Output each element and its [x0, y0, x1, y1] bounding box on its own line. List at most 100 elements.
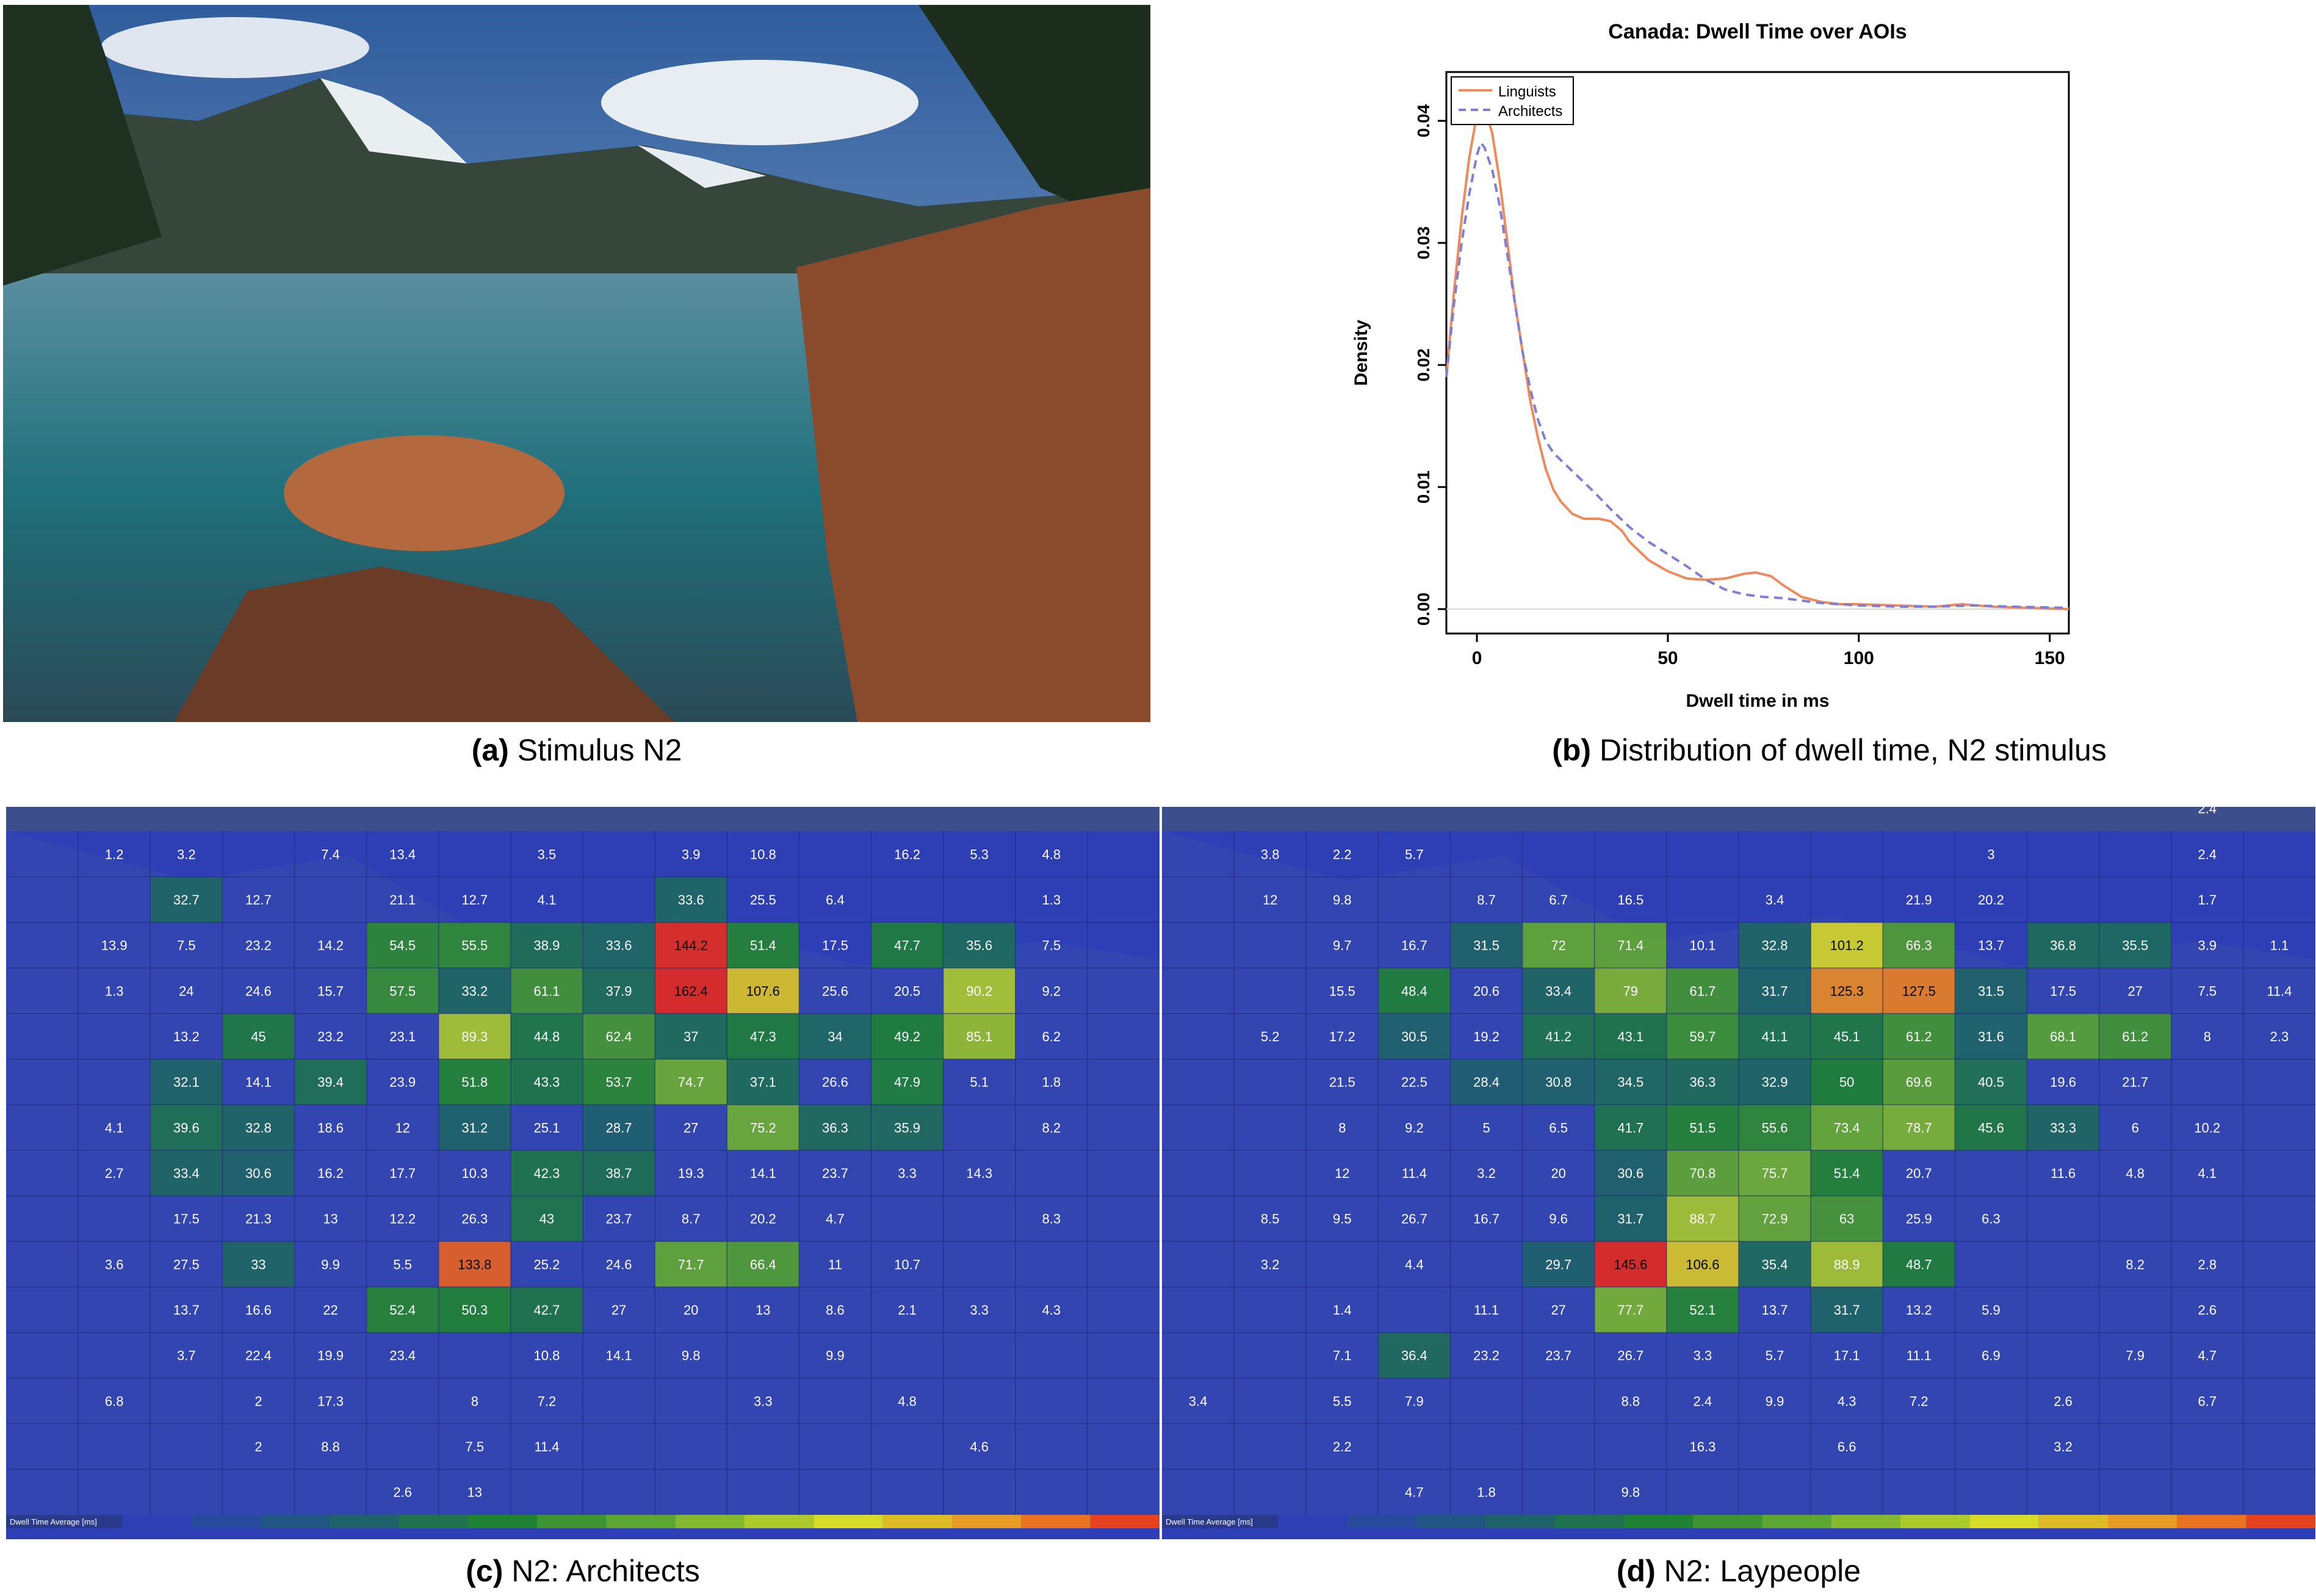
heat-cell-value: 78.7	[1906, 1120, 1932, 1135]
heat-cell-value: 23.4	[389, 1348, 416, 1363]
heat-cell-value: 72	[1551, 938, 1565, 953]
heat-cell	[1450, 1059, 1523, 1105]
landscape-image	[3, 5, 1150, 722]
heat-cell	[1883, 1105, 1955, 1150]
heat-cell-value: 71.7	[678, 1257, 704, 1272]
heat-cell-value: 9.2	[1042, 983, 1061, 998]
heatmap-architects: 1.2 3.2 7.4 13.4 3.5 3.9 10.8 16.2 5.3 4.8 32.7 12.…	[6, 807, 1160, 1539]
heat-cell-value: 31.7	[1834, 1302, 1860, 1318]
heat-cell-value: 21.1	[389, 892, 416, 908]
heat-cell-value: 5.7	[1766, 1348, 1784, 1363]
heat-cell	[1811, 1150, 1883, 1196]
heat-cell	[727, 1241, 799, 1287]
heat-cell	[2099, 922, 2171, 968]
legend-swatch	[882, 1515, 952, 1528]
heat-cell-value: 144.2	[674, 938, 708, 953]
heat-cell	[1811, 922, 1883, 968]
chart-legend: Linguists Architects	[1451, 76, 1574, 125]
heat-cell-value: 6.9	[1982, 1348, 2000, 1363]
heat-cell-value: 2.1	[898, 1302, 917, 1318]
heat-cell-value: 9.5	[1333, 1211, 1352, 1227]
heat-cell-value: 69.6	[1906, 1075, 1932, 1090]
heat-cell	[727, 922, 799, 968]
heat-cell-value: 4.1	[2198, 1166, 2217, 1181]
heat-cell-value: 38.7	[606, 1166, 632, 1181]
heat-cell-value: 68.1	[2050, 1029, 2076, 1044]
heat-cell-value: 4.7	[2198, 1348, 2217, 1363]
heat-cell-value: 1.3	[1042, 892, 1061, 908]
heat-cell-value: 20.5	[894, 983, 920, 998]
heat-cell-value: 47.3	[750, 1029, 776, 1044]
heat-cell-value: 18.6	[317, 1120, 344, 1135]
heat-cell	[150, 1105, 223, 1150]
heat-cell	[1739, 922, 1811, 968]
heat-cell-value: 8.6	[826, 1302, 845, 1318]
heat-cell	[510, 968, 583, 1014]
heat-cell	[1883, 968, 1955, 1014]
caption-d: (d) N2: Laypeople	[1162, 1553, 2315, 1589]
heat-cell	[1666, 1013, 1739, 1060]
heat-cell-value: 43	[539, 1211, 554, 1227]
y-tick-label: 0.01	[1414, 471, 1433, 504]
heat-cell-value: 33.6	[678, 892, 704, 908]
heat-cell-value: 2	[254, 1393, 262, 1409]
heat-cell-value: 6.6	[1838, 1439, 1856, 1454]
heatmap-laypeople: 2.4 3.8 2.2 5.7 3 2.4 12 9.8 8.7 6.7 16.5 3.4 21.9 20…	[1162, 807, 2315, 1539]
heat-cell	[727, 1013, 799, 1060]
heat-cell-value: 89.3	[461, 1029, 488, 1044]
heat-cell-value: 17.5	[173, 1211, 200, 1227]
heat-cell-value: 10.1	[1690, 938, 1716, 953]
heat-cell-value: 39.6	[173, 1120, 200, 1135]
heat-cell	[1594, 1059, 1667, 1105]
heat-cell-value: 32.7	[173, 892, 200, 908]
heat-cell-value: 11.1	[1907, 1348, 1932, 1363]
heat-cell	[871, 1105, 943, 1150]
heat-cell	[1883, 1241, 1955, 1287]
heat-cell-value: 41.2	[1545, 1029, 1571, 1044]
heat-cell-value: 75.2	[750, 1120, 776, 1135]
heat-cell-value: 2.6	[2054, 1393, 2072, 1409]
heat-cell-value: 14.1	[245, 1075, 272, 1090]
heat-cell-value: 44.8	[534, 1029, 560, 1044]
heat-cell-value: 23.2	[317, 1029, 344, 1044]
heat-cell-value: 3.9	[2198, 938, 2217, 953]
heat-cell-value: 57.5	[389, 983, 416, 998]
heat-cell-value: 5.7	[1405, 847, 1424, 862]
heat-cell-value: 36.3	[1690, 1075, 1716, 1090]
heat-cell-value: 4.8	[1042, 847, 1061, 862]
heat-cell-value: 2.2	[1333, 1439, 1352, 1454]
heat-cell-value: 6.2	[1042, 1029, 1061, 1044]
heat-cell-value: 11.4	[2267, 983, 2292, 998]
heat-cell-value: 61.2	[1906, 1029, 1932, 1044]
heat-cell	[799, 1013, 871, 1060]
heat-cell	[438, 1059, 511, 1105]
heat-cell-value: 27.5	[173, 1257, 200, 1272]
heat-cell-value: 17.1	[1834, 1348, 1860, 1363]
heat-cell	[1739, 1013, 1811, 1060]
heat-cell	[1955, 1059, 2027, 1105]
heat-cell-value: 106.6	[1686, 1257, 1719, 1272]
heat-cell-value: 17.2	[1329, 1029, 1355, 1044]
heat-cell-value: 6.5	[1549, 1120, 1568, 1135]
heat-cell-value: 8.8	[1622, 1393, 1640, 1409]
heat-cell-value: 51.8	[461, 1075, 488, 1090]
heat-cell-value: 45.6	[1978, 1120, 2004, 1135]
heat-cell-value: 6	[2132, 1120, 2139, 1135]
heat-cell-value: 2.6	[2198, 1302, 2217, 1318]
heat-cell-value: 8	[1338, 1120, 1346, 1135]
legend-swatch	[1623, 1515, 1693, 1528]
heat-cell-value: 31.7	[1617, 1211, 1643, 1227]
heat-cell-value: 38.9	[534, 938, 560, 953]
heat-cell	[366, 1287, 439, 1333]
y-tick-label: 0.00	[1414, 593, 1433, 626]
heat-cell-value: 53.7	[606, 1075, 632, 1090]
legend-swatch	[122, 1515, 192, 1528]
heat-cell-value: 43.1	[1617, 1029, 1643, 1044]
x-tick-label: 0	[1472, 648, 1482, 668]
heat-cell-value: 23.7	[606, 1211, 632, 1227]
heat-cell	[1522, 1013, 1595, 1060]
legend-swatch	[952, 1515, 1022, 1528]
heat-cell-value: 20	[1551, 1166, 1565, 1181]
heat-cell-value: 14.3	[966, 1166, 992, 1181]
legend-swatch	[1347, 1515, 1416, 1528]
